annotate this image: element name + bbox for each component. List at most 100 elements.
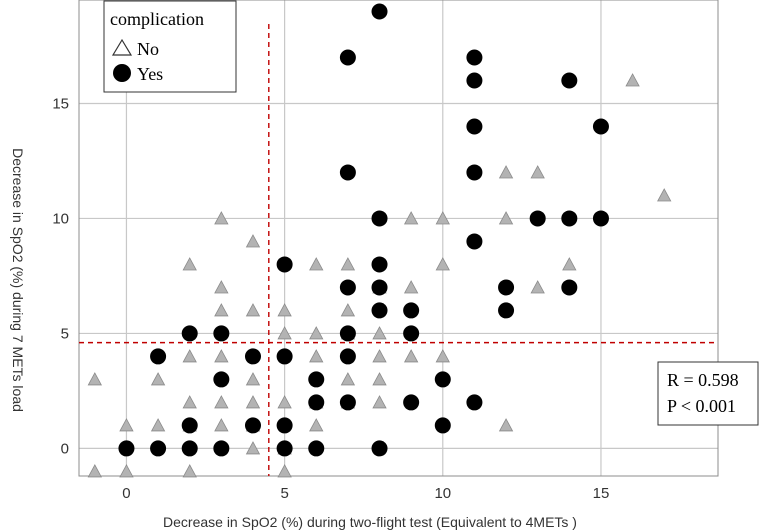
point-yes-complication [339, 49, 356, 66]
stats-r-value: R = 0.598 [667, 370, 739, 390]
point-no-complication [214, 303, 229, 317]
stats-p-value: P < 0.001 [667, 396, 736, 416]
y-tick-label: 0 [61, 440, 69, 457]
point-yes-complication [466, 72, 483, 89]
point-yes-complication [371, 256, 388, 273]
point-no-complication [214, 395, 229, 409]
point-yes-complication [276, 256, 293, 273]
point-yes-complication [213, 440, 230, 457]
plot-area [78, 0, 719, 477]
point-yes-complication [403, 325, 420, 342]
point-no-complication [435, 257, 450, 271]
point-no-complication [245, 395, 261, 409]
point-no-complication [498, 165, 514, 179]
point-yes-complication [244, 348, 261, 365]
point-yes-complication [371, 440, 388, 457]
point-no-complication [625, 73, 640, 87]
point-no-complication [182, 349, 197, 363]
point-no-complication [340, 372, 356, 386]
point-yes-complication [213, 371, 230, 388]
legend-triangle-icon [111, 38, 133, 56]
point-no-complication [309, 349, 324, 363]
point-no-complication [372, 372, 387, 386]
x-tick-label: 5 [280, 485, 288, 502]
tick-labels: 0 5 10 15 0 5 10 15 [52, 95, 609, 502]
point-no-complication [372, 349, 387, 363]
point-yes-complication [561, 279, 578, 296]
point-yes-complication [403, 394, 420, 411]
point-no-complication [182, 464, 197, 478]
point-yes-complication [339, 164, 356, 181]
point-no-complication [150, 372, 166, 386]
point-no-complication [435, 211, 450, 225]
point-yes-complication [466, 233, 483, 250]
point-no-complication [182, 395, 197, 409]
point-yes-complication [339, 394, 356, 411]
point-no-complication [87, 372, 102, 386]
point-yes-complication [466, 118, 483, 135]
point-no-complication [245, 441, 261, 455]
point-yes-complication [181, 325, 198, 342]
point-no-complication [214, 280, 229, 294]
y-tick-label: 5 [61, 325, 69, 342]
point-yes-complication [308, 394, 325, 411]
point-no-complication [309, 418, 324, 432]
point-yes-complication [371, 279, 388, 296]
point-yes-complication [371, 3, 388, 20]
legend: complication No Yes [103, 0, 237, 93]
point-yes-complication [150, 440, 167, 457]
point-yes-complication [276, 417, 293, 434]
point-no-complication [498, 418, 514, 432]
point-no-complication [277, 395, 292, 409]
point-yes-complication [339, 279, 356, 296]
point-yes-complication [371, 210, 388, 227]
point-no-complication [530, 280, 545, 294]
point-yes-complication [339, 348, 356, 365]
reference-lines [79, 24, 718, 476]
point-no-complication [403, 211, 419, 225]
point-no-complication [214, 211, 229, 225]
point-yes-complication [213, 325, 230, 342]
point-no-complication [372, 326, 387, 340]
legend-label-no: No [137, 39, 159, 59]
point-yes-complication [308, 371, 325, 388]
data-points [87, 3, 672, 478]
point-no-complication [277, 303, 292, 317]
point-no-complication [150, 418, 166, 432]
y-axis-label: Decrease in SpO2 (%) during 7 METs load [10, 148, 26, 412]
point-yes-complication [466, 49, 483, 66]
legend-label-yes: Yes [137, 64, 163, 84]
point-yes-complication [498, 279, 515, 296]
x-tick-label: 0 [122, 485, 130, 502]
point-no-complication [119, 464, 134, 478]
point-yes-complication [529, 210, 546, 227]
point-no-complication [277, 464, 292, 478]
point-yes-complication [276, 348, 293, 365]
point-yes-complication [181, 440, 198, 457]
point-yes-complication [466, 394, 483, 411]
point-no-complication [245, 234, 261, 248]
point-no-complication [403, 349, 419, 363]
point-yes-complication [339, 325, 356, 342]
point-yes-complication [592, 210, 609, 227]
point-no-complication [182, 257, 197, 271]
point-yes-complication [371, 302, 388, 319]
point-yes-complication [466, 164, 483, 181]
y-tick-label: 15 [52, 95, 69, 112]
x-tick-label: 10 [434, 485, 451, 502]
stats-annotation: R = 0.598 P < 0.001 [657, 361, 759, 426]
point-no-complication [214, 418, 229, 432]
point-no-complication [530, 165, 545, 179]
point-yes-complication [403, 302, 420, 319]
point-yes-complication [434, 371, 451, 388]
y-tick-label: 10 [52, 210, 69, 227]
point-yes-complication [181, 417, 198, 434]
point-no-complication [87, 464, 102, 478]
point-no-complication [340, 303, 356, 317]
x-axis-label: Decrease in SpO2 (%) during two-flight t… [163, 514, 577, 530]
point-yes-complication [308, 440, 325, 457]
point-yes-complication [561, 72, 578, 89]
point-no-complication [562, 257, 577, 271]
point-yes-complication [150, 348, 167, 365]
